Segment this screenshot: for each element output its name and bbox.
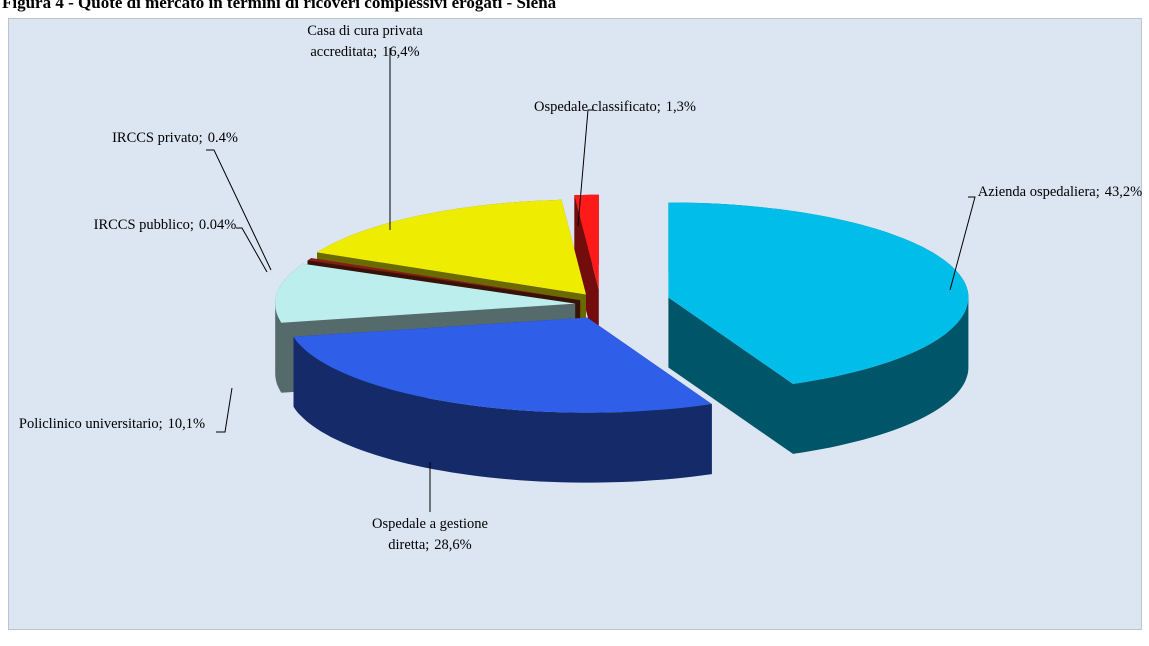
leader-line: [236, 227, 268, 273]
slice: [308, 258, 581, 301]
data-label: Ospedale a gestione diretta; 28,6%: [355, 514, 505, 556]
category-label: IRCCS pubblico;: [93, 217, 194, 233]
value-label: 10,1%: [167, 416, 206, 432]
value-label: 16,4%: [382, 44, 420, 60]
value-label: 28,6%: [434, 537, 472, 553]
slice: [668, 202, 969, 384]
chart-title: Figura 4 - Quote di mercato in termini d…: [2, 0, 557, 12]
slice: [574, 194, 599, 290]
value-label: 0.04%: [198, 217, 237, 233]
category-label: IRCCS privato;: [112, 130, 203, 146]
leader-line: [577, 109, 594, 227]
value-label: 1,3%: [665, 99, 697, 115]
category-label: Azienda ospedaliera;: [977, 184, 1100, 200]
leader-line: [949, 196, 976, 291]
slice: [275, 263, 576, 323]
data-label: Policlinico universitario; 10,1%: [7, 414, 217, 435]
data-label: Casa di cura privata accreditata; 16,4%: [280, 21, 450, 63]
category-label: Policlinico universitario;: [18, 416, 163, 432]
data-label: IRCCS privato; 0.4%: [110, 128, 240, 149]
value-label: 43,2%: [1104, 184, 1143, 200]
data-label: Ospedale classificato; 1,3%: [520, 97, 710, 118]
category-label: Ospedale classificato;: [533, 99, 661, 115]
leader-line: [206, 149, 272, 271]
slice: [317, 199, 586, 295]
category-label: Ospedale a gestione diretta;: [372, 516, 488, 553]
value-label: 0.4%: [207, 130, 238, 146]
slice: [293, 317, 712, 413]
leader-line: [216, 387, 233, 433]
data-label: IRCCS pubblico; 0.04%: [80, 215, 250, 236]
data-label: Azienda ospedaliera; 43,2%: [965, 182, 1149, 203]
category-label: Casa di cura privata accreditata;: [307, 23, 423, 60]
slice: [307, 260, 580, 301]
